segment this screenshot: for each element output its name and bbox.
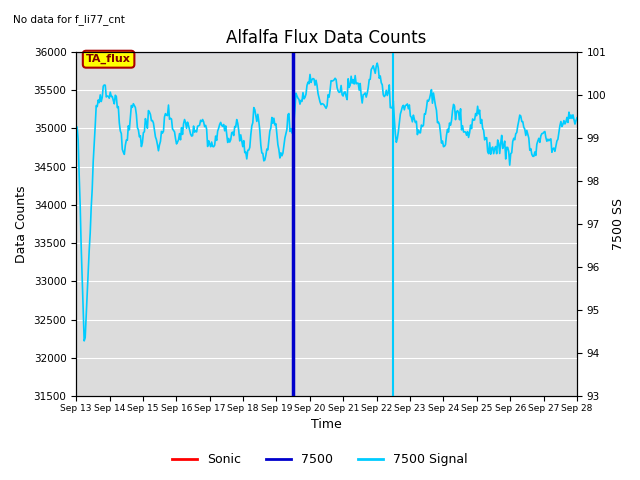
Y-axis label: Data Counts: Data Counts	[15, 185, 28, 263]
X-axis label: Time: Time	[311, 419, 342, 432]
Legend: Sonic, 7500, 7500 Signal: Sonic, 7500, 7500 Signal	[167, 448, 473, 471]
Text: No data for f_li77_cnt: No data for f_li77_cnt	[13, 14, 125, 25]
Title: Alfalfa Flux Data Counts: Alfalfa Flux Data Counts	[227, 29, 427, 48]
Text: TA_flux: TA_flux	[86, 54, 131, 64]
Y-axis label: 7500 SS: 7500 SS	[612, 198, 625, 250]
